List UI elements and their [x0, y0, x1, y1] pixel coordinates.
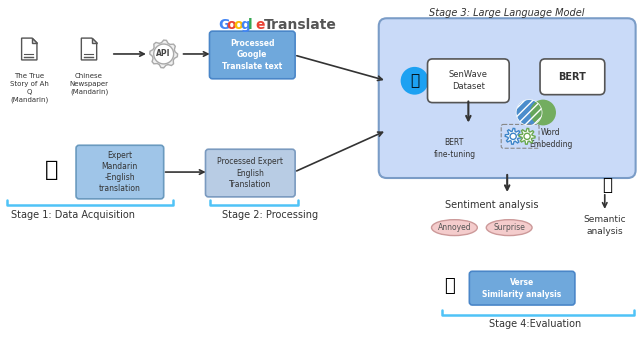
Circle shape [530, 100, 556, 125]
Text: o: o [234, 18, 243, 32]
Text: Processed
Google
Translate text: Processed Google Translate text [222, 39, 282, 71]
Text: Word
Embedding: Word Embedding [529, 129, 573, 149]
Polygon shape [150, 40, 178, 68]
Ellipse shape [486, 220, 532, 236]
FancyBboxPatch shape [379, 18, 636, 178]
FancyBboxPatch shape [205, 149, 295, 197]
Ellipse shape [431, 220, 477, 236]
FancyBboxPatch shape [428, 59, 509, 103]
FancyBboxPatch shape [469, 271, 575, 305]
Text: g: g [241, 18, 251, 32]
Circle shape [154, 44, 173, 64]
Text: o: o [226, 18, 236, 32]
FancyBboxPatch shape [209, 31, 295, 79]
Text: Stage 1: Data Acquisition: Stage 1: Data Acquisition [12, 210, 135, 220]
Text: Stage 2: Processing: Stage 2: Processing [223, 210, 319, 220]
Text: BERT: BERT [559, 72, 586, 82]
Text: Sentiment analysis: Sentiment analysis [445, 200, 538, 210]
Text: Annoyed: Annoyed [438, 223, 471, 232]
Text: Verse
Similarity analysis: Verse Similarity analysis [483, 278, 562, 299]
Text: 🐦: 🐦 [410, 73, 419, 88]
Circle shape [516, 100, 542, 125]
Text: Chinese
Newspaper
(Mandarin): Chinese Newspaper (Mandarin) [70, 73, 109, 95]
Text: 📊: 📊 [602, 176, 612, 194]
Polygon shape [505, 129, 521, 144]
Text: Stage 4:Evaluation: Stage 4:Evaluation [489, 319, 582, 329]
Circle shape [510, 133, 516, 139]
Text: e: e [256, 18, 265, 32]
Circle shape [524, 133, 530, 139]
FancyBboxPatch shape [540, 59, 605, 95]
Circle shape [401, 67, 429, 95]
Text: SenWave
Dataset: SenWave Dataset [449, 70, 488, 91]
Text: BERT
fine-tuning: BERT fine-tuning [433, 138, 476, 159]
Text: The True
Story of Ah
Q
(Mandarin): The True Story of Ah Q (Mandarin) [10, 73, 49, 103]
Text: G: G [218, 18, 230, 32]
Polygon shape [92, 38, 97, 43]
Polygon shape [519, 129, 535, 144]
Polygon shape [81, 38, 97, 60]
Polygon shape [22, 38, 37, 60]
Text: Translate: Translate [264, 18, 337, 32]
Text: Processed Expert
English
Translation: Processed Expert English Translation [218, 157, 284, 189]
Text: 👥: 👥 [45, 160, 58, 180]
Text: Expert
Mandarin
-English
translation: Expert Mandarin -English translation [99, 151, 141, 193]
Text: Stage 3: Large Language Model: Stage 3: Large Language Model [429, 8, 585, 18]
Text: API: API [156, 50, 171, 59]
Polygon shape [32, 38, 37, 43]
Text: l: l [248, 18, 253, 32]
Text: Surprise: Surprise [493, 223, 525, 232]
FancyBboxPatch shape [76, 145, 164, 199]
Text: Semantic
analysis: Semantic analysis [584, 215, 626, 236]
Text: 🔧: 🔧 [444, 277, 455, 295]
